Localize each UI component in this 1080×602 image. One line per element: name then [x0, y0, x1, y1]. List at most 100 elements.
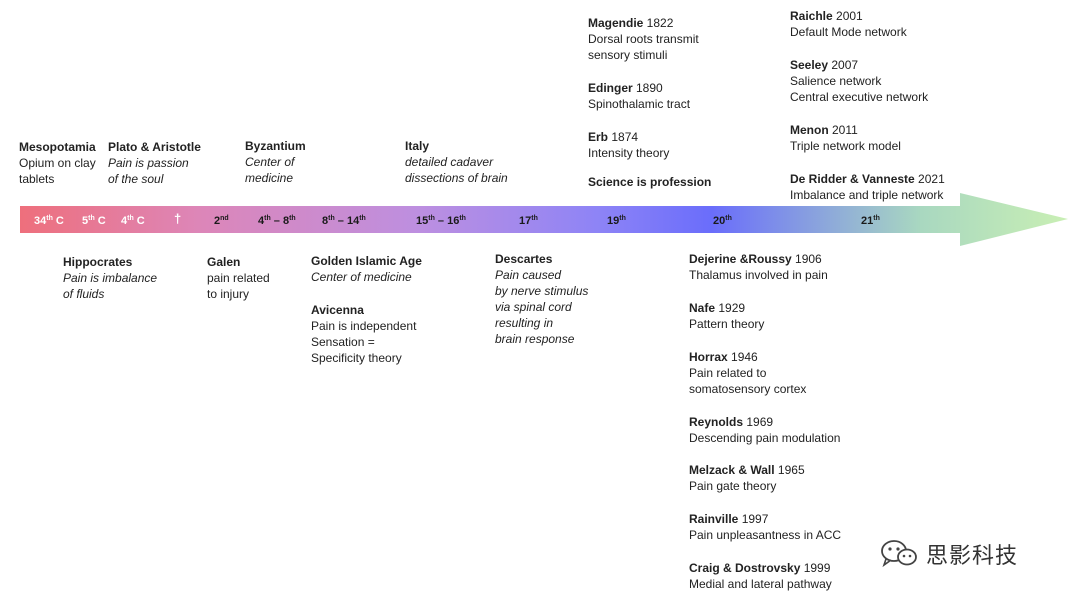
event-rainville: Rainville 1997 Pain unpleasantness in AC…: [689, 511, 841, 543]
event-name: Craig & Dostrovsky: [689, 561, 801, 575]
event-name: Galen: [207, 255, 241, 269]
event-melzack-wall: Melzack & Wall 1965 Pain gate theory: [689, 462, 805, 494]
event-desc: Pain unpleasantness in ACC: [689, 528, 842, 542]
event-desc: Center of: [245, 155, 295, 169]
event-horrax: Horrax 1946 Pain related to somatosensor…: [689, 349, 806, 397]
event-desc: sensory stimuli: [588, 48, 668, 62]
event-desc: Spinothalamic tract: [588, 97, 691, 111]
event-desc: Pain gate theory: [689, 479, 777, 493]
event-year: 2011: [828, 123, 858, 137]
era-2nd: 2nd: [214, 215, 229, 227]
era-20th: 20th: [713, 215, 732, 227]
era-4th-c: 4th C: [121, 215, 145, 227]
event-italy: Italy detailed cadaver dissections of br…: [405, 138, 508, 186]
event-name: Rainville: [689, 512, 739, 526]
event-nafe: Nafe 1929 Pattern theory: [689, 300, 764, 332]
event-descartes: Descartes Pain caused by nerve stimulus …: [495, 251, 588, 347]
event-magendie: Magendie 1822 Dorsal roots transmit sens…: [588, 15, 699, 63]
event-year: 1997: [738, 512, 769, 526]
event-hippocrates: Hippocrates Pain is imbalance of fluids: [63, 254, 157, 302]
event-desc: Sensation =: [311, 335, 375, 349]
event-edinger: Edinger 1890 Spinothalamic tract: [588, 80, 690, 112]
event-seeley: Seeley 2007 Salience network Central exe…: [790, 57, 928, 105]
event-name: Mesopotamia: [19, 140, 96, 154]
event-desc: Central executive network: [790, 90, 929, 104]
watermark: 思影科技: [880, 538, 1018, 570]
event-year: 1822: [643, 16, 674, 30]
event-desc: Specificity theory: [311, 351, 402, 365]
event-desc: via spinal cord: [495, 300, 572, 314]
event-name: Descartes: [495, 252, 553, 266]
event-erb: Erb 1874 Intensity theory: [588, 129, 669, 161]
event-desc: dissections of brain: [405, 171, 508, 185]
watermark-text: 思影科技: [926, 544, 1019, 569]
event-byzantium: Byzantium Center of medicine: [245, 138, 306, 186]
event-name: Melzack & Wall: [689, 463, 775, 477]
era-4th-8th: 4th – 8th: [258, 215, 296, 227]
event-mesopotamia: Mesopotamia Opium on clay tablets: [19, 139, 96, 187]
event-name: Seeley: [790, 58, 829, 72]
era-8th-14th: 8th – 14th: [322, 215, 366, 227]
era-19th: 19th: [607, 215, 626, 227]
event-desc: somatosensory cortex: [689, 382, 807, 396]
era-15th-16th: 15th – 16th: [416, 215, 466, 227]
event-name: Raichle: [790, 9, 833, 23]
event-plato-aristotle: Plato & Aristotle Pain is passion of the…: [108, 139, 201, 187]
event-desc: Pain is imbalance: [63, 271, 158, 285]
event-desc: Pain is independent: [311, 319, 417, 333]
event-dejerine-roussy: Dejerine &Roussy 1906 Thalamus involved …: [689, 251, 828, 283]
event-desc: Medial and lateral pathway: [689, 577, 832, 591]
event-desc: Pain caused: [495, 268, 562, 282]
era-5th-c: 5th C: [82, 215, 106, 227]
event-desc: Triple network model: [790, 139, 901, 153]
event-name: Byzantium: [245, 139, 306, 153]
event-name: Hippocrates: [63, 255, 133, 269]
event-name: Plato & Aristotle: [108, 140, 201, 154]
event-year: 1999: [800, 561, 831, 575]
event-desc: pain related: [207, 271, 270, 285]
event-desc: of fluids: [63, 287, 105, 301]
event-desc: Dorsal roots transmit: [588, 32, 699, 46]
event-name: Science is profession: [588, 175, 712, 189]
cross-icon: †: [174, 211, 182, 226]
event-golden-islamic-age: Golden Islamic Age Center of medicine: [311, 253, 422, 285]
event-desc: resulting in: [495, 316, 554, 330]
wechat-icon: [881, 540, 917, 568]
event-name: De Ridder & Vanneste: [790, 172, 915, 186]
event-desc: Default Mode network: [790, 25, 907, 39]
era-21st: 21th: [861, 215, 880, 227]
event-name: Horrax: [689, 350, 728, 364]
event-name: Avicenna: [311, 303, 364, 317]
event-desc: Center of medicine: [311, 270, 412, 284]
event-name: Reynolds: [689, 415, 744, 429]
event-year: 1906: [791, 252, 822, 266]
event-name: Edinger: [588, 81, 633, 95]
era-34th-c: 34th C: [34, 215, 64, 227]
event-name: Menon: [790, 123, 829, 137]
event-year: 2001: [832, 9, 863, 23]
arrow-shape: [20, 193, 1068, 246]
event-desc: Intensity theory: [588, 146, 670, 160]
event-desc: Pattern theory: [689, 317, 765, 331]
event-desc: Opium on clay: [19, 156, 96, 170]
event-name: Italy: [405, 139, 430, 153]
event-name: Nafe: [689, 301, 716, 315]
event-desc: brain response: [495, 332, 575, 346]
event-year: 2007: [828, 58, 859, 72]
event-reynolds: Reynolds 1969 Descending pain modulation: [689, 414, 840, 446]
event-desc: Thalamus involved in pain: [689, 268, 828, 282]
event-year: 1874: [608, 130, 639, 144]
event-year: 2021: [914, 172, 945, 186]
event-name: Magendie: [588, 16, 644, 30]
event-menon: Menon 2011 Triple network model: [790, 122, 901, 154]
event-desc: tablets: [19, 172, 55, 186]
event-desc: to injury: [207, 287, 250, 301]
event-name: Erb: [588, 130, 609, 144]
event-raichle: Raichle 2001 Default Mode network: [790, 8, 907, 40]
event-de-ridder-vanneste: De Ridder & Vanneste 2021 Imbalance and …: [790, 171, 945, 203]
event-year: 1969: [743, 415, 774, 429]
event-year: 1890: [632, 81, 663, 95]
era-17th: 17th: [519, 215, 538, 227]
event-science-profession: Science is profession: [588, 174, 711, 190]
